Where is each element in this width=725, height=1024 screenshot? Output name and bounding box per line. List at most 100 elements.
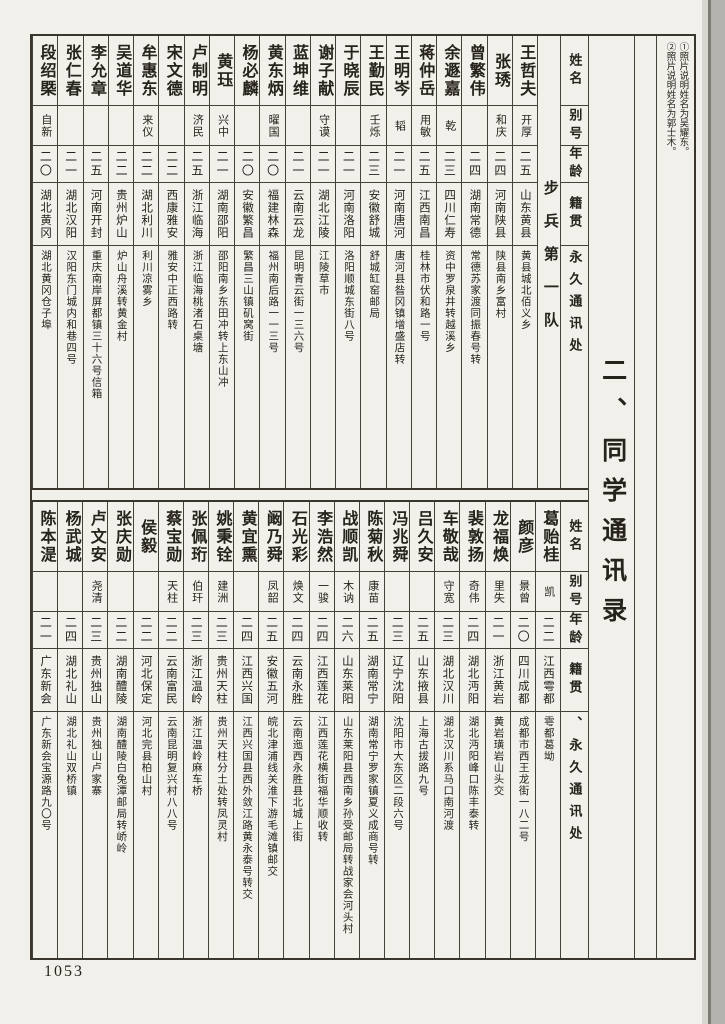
person-name-cell-text: 侯毅 — [138, 518, 156, 555]
person-age-cell: 二四 — [462, 146, 487, 183]
person-address-cell-text: 黄岩璜岩山头交 — [492, 716, 504, 797]
person-alias-cell: 建洲 — [209, 572, 234, 612]
header-cell-address-text: 永久通讯处 — [567, 250, 583, 360]
person-name-cell-text: 段绍槩 — [37, 43, 55, 98]
person-address-cell-text: 江西兴国县西外敛江路黄永泰号转交 — [241, 716, 253, 900]
person-origin-cell: 安徽繁昌 — [235, 183, 260, 246]
person-address-cell: 河北完县柏山村 — [134, 712, 158, 958]
person-age-cell: 二五 — [359, 612, 385, 649]
person-name-cell: 王明岑 — [386, 36, 411, 106]
person-alias-cell — [285, 106, 310, 146]
person-alias-cell: 来仪 — [134, 106, 159, 146]
person-age-cell-text: 二〇 — [516, 616, 531, 644]
person-origin-cell-text: 四川成都 — [516, 655, 529, 705]
person-column: 段绍槩 自新 二〇 湖北黄冈 湖北黄冈仓子埠 — [32, 36, 58, 488]
person-age-cell: 二五 — [512, 146, 537, 183]
person-age-cell: 二〇 — [33, 146, 58, 183]
person-address-cell: 黄岩璜岩山头交 — [486, 712, 510, 958]
person-alias-cell-text: 和庆 — [494, 113, 507, 138]
person-column: 李浩然 一骏 二四 江西莲花 江西莲花横街福华顺收转 — [308, 502, 334, 958]
person-origin-cell-text: 河南陕县 — [493, 189, 506, 239]
person-name-cell: 张庆勋 — [108, 502, 133, 572]
person-column: 侯毅 二二 河北保定 河北完县柏山村 — [132, 502, 158, 958]
person-address-cell: 常德苏家渡同振春号转 — [462, 246, 486, 488]
person-alias-cell-text: 尧清 — [90, 579, 103, 604]
person-age-cell-text: 二二 — [541, 616, 556, 644]
person-name-cell: 王哲夫 — [512, 36, 537, 106]
person-address-cell-text: 雅安中正西路转 — [166, 250, 178, 331]
header-cell-address: 、永久通讯处 — [561, 712, 588, 958]
person-name-cell: 李允章 — [83, 36, 108, 106]
person-address-cell-text: 江西莲花横街福华顺收转 — [316, 716, 328, 843]
person-age-cell: 二五 — [411, 146, 436, 183]
person-name-cell: 裴敦扬 — [460, 502, 485, 572]
person-address-cell-text: 湖北礼山双桥镇 — [65, 716, 77, 797]
person-age-cell-text: 二三 — [214, 616, 229, 644]
person-alias-cell-text: 凤韶 — [266, 579, 279, 604]
person-alias-cell — [58, 106, 83, 146]
person-alias-cell: 伯玕 — [183, 572, 209, 612]
header-cell-name-text: 姓名 — [567, 52, 583, 89]
person-origin-cell: 四川成都 — [510, 649, 535, 712]
person-address-cell-text: 利川凉雾乡 — [141, 250, 152, 308]
person-address-cell-text: 陕县南乡富村 — [494, 250, 506, 319]
person-origin-cell: 浙江黄岩 — [485, 649, 510, 712]
person-name-cell-text: 蓝坤维 — [290, 43, 308, 98]
person-name-cell: 侯毅 — [133, 502, 158, 572]
person-address-cell-text: 繁昌三山镇矶窝街 — [242, 250, 253, 342]
person-name-cell-text: 张佩珩 — [188, 509, 206, 564]
person-column: 卢文安 尧清 二三 贵州独山 贵州独山卢家寨 — [82, 502, 108, 958]
person-alias-cell-text: 曜国 — [267, 113, 280, 138]
person-age-cell-text: 二二 — [138, 616, 153, 644]
person-age-cell: 二一 — [386, 146, 411, 183]
person-origin-cell-text: 福建林森 — [266, 189, 279, 239]
person-name-cell-text: 张琇 — [492, 52, 510, 89]
person-alias-cell: 守宽 — [435, 572, 460, 612]
person-column: 蔡宝勋 天柱 二二 云南富民 云南昆明复兴村八八号 — [157, 502, 183, 958]
person-name-cell-text: 阚乃舜 — [263, 509, 281, 564]
person-address-cell: 皖北津浦线关淮下游毛滩镇邮交 — [259, 712, 283, 958]
person-column: 谢子献 守谟 二一 湖北江陵 江陵草市 — [309, 36, 335, 488]
person-age-cell-text: 二一 — [215, 150, 230, 178]
person-address-cell: 云南昆明复兴村八八号 — [159, 712, 183, 958]
person-origin-cell-text: 湖南醴陵 — [114, 655, 127, 705]
person-address-cell-text: 唐河县昝冈镇增盛店转 — [393, 250, 405, 365]
person-name-cell-text: 石光彩 — [288, 509, 306, 564]
person-age-cell: 二二 — [133, 612, 158, 649]
header-cell-origin-text: 籍贯 — [567, 196, 583, 232]
person-column: 阚乃舜 凤韶 二五 安徽五河 皖北津浦线关淮下游毛滩镇邮交 — [258, 502, 284, 958]
person-age-cell-text: 二三 — [390, 616, 405, 644]
person-origin-cell-text: 湖南常宁 — [365, 655, 378, 705]
header-cell-name: 姓名 — [561, 502, 588, 572]
person-address-cell: 浙江临海桃渚石桌塘 — [185, 246, 209, 488]
person-name-cell: 吕久安 — [410, 502, 435, 572]
person-name-cell-text: 卢文安 — [87, 509, 105, 564]
person-origin-cell-text: 安徽五河 — [265, 655, 278, 705]
person-column: 张仁春 二一 湖北汉阳 汉阳东门城内和巷四号 — [57, 36, 83, 488]
person-alias-cell-text: 壬烁 — [368, 113, 381, 138]
header-cell-age-text: 年龄 — [567, 146, 583, 182]
person-name-cell-text: 陈本湜 — [37, 509, 55, 564]
person-column: 杨必麟 二〇 安徽繁昌 繁昌三山镇矶窝街 — [234, 36, 260, 488]
person-age-cell: 二四 — [284, 612, 309, 649]
person-alias-cell: 韬 — [386, 106, 411, 146]
person-origin-cell: 河南陕县 — [487, 183, 512, 246]
person-origin-cell: 江西南昌 — [411, 183, 436, 246]
person-origin-cell-text: 山东黄县 — [518, 189, 531, 239]
person-address-cell-text: 湖南常宁罗家镇夏义成商号转 — [366, 716, 378, 866]
page-edge-soft-shadow — [702, 0, 708, 1024]
person-name-cell-text: 葛贻桂 — [540, 509, 558, 564]
person-alias-cell: 济民 — [184, 106, 209, 146]
person-age-cell-text: 二一 — [290, 150, 305, 178]
person-alias-cell — [159, 106, 184, 146]
person-name-cell: 吴道华 — [108, 36, 133, 106]
person-address-cell: 唐河县昝冈镇增盛店转 — [387, 246, 411, 488]
person-alias-cell: 和庆 — [487, 106, 512, 146]
person-column: 卢制明 济民 二五 浙江临海 浙江临海桃渚石桌塘 — [183, 36, 209, 488]
person-column: 张佩珩 伯玕 二三 浙江温岭 浙江温岭麻车桥 — [182, 502, 209, 958]
person-origin-cell-text: 湖北汉阳 — [64, 189, 77, 239]
person-alias-cell-text: 里失 — [492, 579, 505, 604]
person-origin-cell: 安徽五河 — [259, 649, 284, 712]
person-name-cell-text: 蒋仲岳 — [416, 43, 434, 98]
person-name-cell: 黄珏 — [209, 36, 234, 106]
